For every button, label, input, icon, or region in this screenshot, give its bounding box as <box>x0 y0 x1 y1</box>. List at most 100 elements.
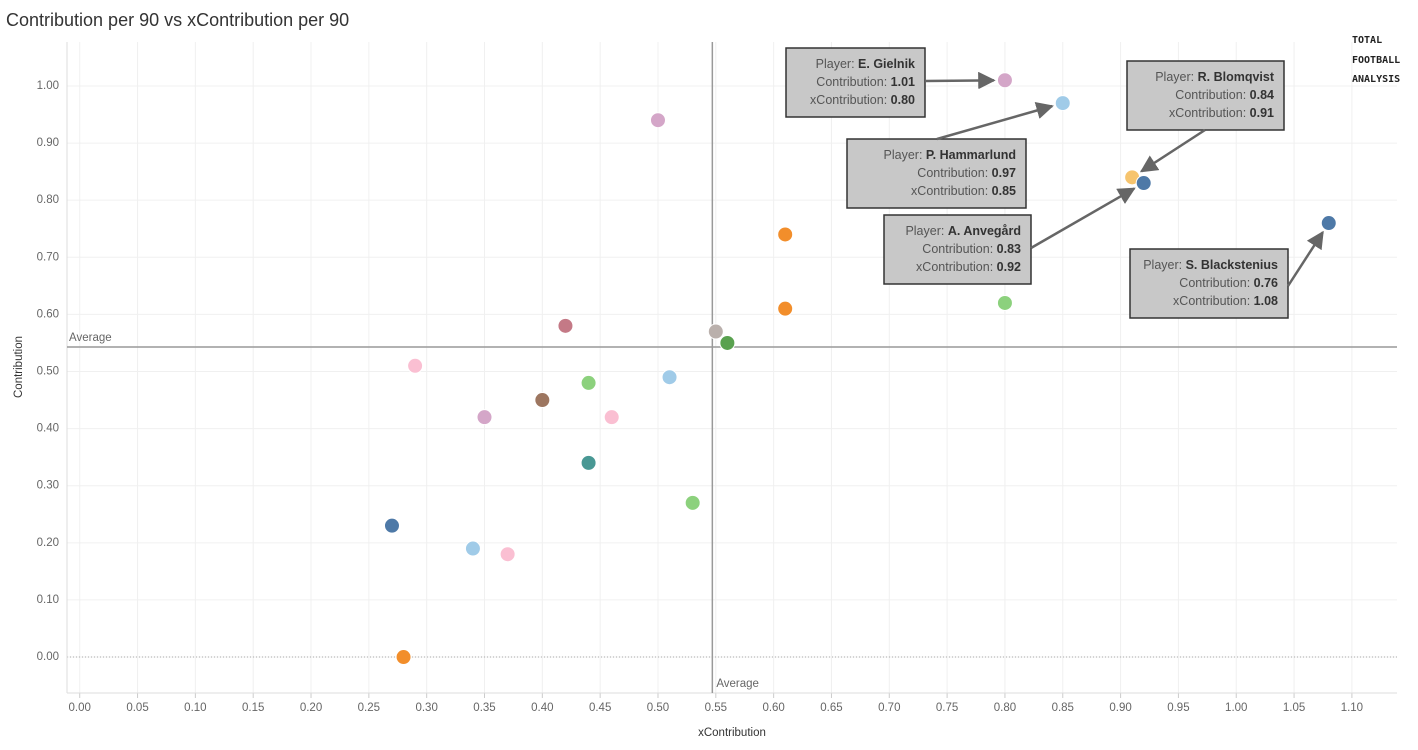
x-tick-label: 0.05 <box>126 702 148 714</box>
x-tick-label: 0.20 <box>300 702 322 714</box>
annotation-value: A. Anvegård <box>948 224 1021 238</box>
annotation-key: Contribution: <box>917 166 988 180</box>
x-tick-label: 0.80 <box>994 702 1016 714</box>
annotation-line: xContribution: 1.08 <box>1173 294 1278 308</box>
annotation: Player: E. Gielnik Contribution: 1.01 xCon… <box>785 47 996 118</box>
x-tick-label: 0.85 <box>1052 702 1074 714</box>
point <box>395 649 412 666</box>
point <box>996 72 1013 89</box>
y-tick-label: 0.40 <box>37 423 59 435</box>
point <box>1320 215 1337 232</box>
annotation-box <box>785 47 926 118</box>
annotation-value: E. Gielnik <box>858 57 915 71</box>
annotation-value: 0.97 <box>992 166 1016 180</box>
annotation-key: Player: <box>884 148 923 162</box>
x-tick-label: 0.10 <box>184 702 206 714</box>
logo-text: TOTAL <box>1352 35 1382 46</box>
y-tick-label: 0.30 <box>37 480 59 492</box>
annotation-value: 1.01 <box>891 75 915 89</box>
x-axis-label: xContribution <box>698 727 766 739</box>
y-tick-label: 0.80 <box>37 194 59 206</box>
x-tick-label: 0.90 <box>1109 702 1131 714</box>
point <box>407 357 424 374</box>
annotation-value: 0.92 <box>997 260 1021 274</box>
annotation-line: Contribution: 0.76 <box>1179 276 1278 290</box>
point <box>1054 95 1071 112</box>
annotation-line: Player: A. Anvegård <box>905 224 1021 238</box>
annotation-key: Player: <box>816 57 855 71</box>
annotation-value: S. Blackstenius <box>1186 258 1278 272</box>
point <box>603 409 620 426</box>
point <box>649 112 666 129</box>
point <box>996 294 1013 311</box>
point <box>777 300 794 317</box>
point <box>707 323 724 340</box>
annotation-key: xContribution: <box>1173 294 1250 308</box>
y-tick-label: 0.70 <box>37 251 59 263</box>
annotation-key: Contribution: <box>1175 88 1246 102</box>
annotation-value: R. Blomqvist <box>1198 70 1275 84</box>
point <box>534 392 551 409</box>
annotation-line: xContribution: 0.85 <box>911 184 1016 198</box>
annotation: Player: S. Blackstenius Contribution: 0.7… <box>1129 230 1324 319</box>
point <box>684 494 701 511</box>
y-tick-label: 0.90 <box>37 137 59 149</box>
annotation-line: Contribution: 0.84 <box>1175 88 1274 102</box>
x-tick-label: 0.30 <box>415 702 437 714</box>
x-tick-label: 0.00 <box>69 702 91 714</box>
x-tick-label: 0.15 <box>242 702 264 714</box>
annotation-line: xContribution: 0.92 <box>916 260 1021 274</box>
point <box>719 334 736 351</box>
annotation-key: Player: <box>1143 258 1182 272</box>
point <box>580 374 597 391</box>
chart-title: Contribution per 90 vs xContribution per… <box>6 10 349 30</box>
annotation-line: Contribution: 0.97 <box>917 166 1016 180</box>
annotation-key: Contribution: <box>922 242 993 256</box>
annotation-key: Player: <box>1155 70 1194 84</box>
x-tick-label: 1.05 <box>1283 702 1305 714</box>
annotation-line: Contribution: 1.01 <box>816 75 915 89</box>
annotation-value: 1.08 <box>1254 294 1278 308</box>
x-tick-label: 1.10 <box>1341 702 1363 714</box>
annotation-line: Player: E. Gielnik <box>816 57 915 71</box>
point <box>661 369 678 386</box>
point <box>499 546 516 563</box>
annotation-arrow <box>1139 128 1206 173</box>
annotation: Player: A. Anvegård Contribution: 0.83 xCo… <box>883 187 1136 285</box>
annotation-arrow <box>1286 230 1324 287</box>
x-tick-label: 0.45 <box>589 702 611 714</box>
y-axis-label: Contribution <box>13 336 25 398</box>
y-tick-label: 0.50 <box>37 366 59 378</box>
annotation-key: xContribution: <box>916 260 993 274</box>
x-tick-label: 0.95 <box>1167 702 1189 714</box>
y-tick-label: 0.10 <box>37 594 59 606</box>
annotation-line: Contribution: 0.83 <box>922 242 1021 256</box>
x-tick-label: 0.35 <box>473 702 495 714</box>
x-tick-label: 0.55 <box>705 702 727 714</box>
x-tick-label: 0.75 <box>936 702 958 714</box>
y-tick-label: 1.00 <box>37 80 59 92</box>
annotation-value: 0.91 <box>1250 106 1274 120</box>
x-tick-label: 0.25 <box>358 702 380 714</box>
annotation: Player: P. Hammarlund Contribution: 0.97 x… <box>846 102 1054 209</box>
point <box>580 454 597 471</box>
annotation-line: Player: P. Hammarlund <box>884 148 1016 162</box>
annotation-value: 0.84 <box>1250 88 1274 102</box>
point <box>1135 175 1152 192</box>
annotation-line: xContribution: 0.80 <box>810 93 915 107</box>
annotation-key: Contribution: <box>816 75 887 89</box>
annotation-box <box>1126 60 1285 131</box>
logo-text: FOOTBALL <box>1352 55 1400 66</box>
x-tick-label: 1.00 <box>1225 702 1247 714</box>
y-tick-label: 0.20 <box>37 537 59 549</box>
annotation-key: xContribution: <box>911 184 988 198</box>
annotation-line: Player: R. Blomqvist <box>1155 70 1275 84</box>
annotation-value: P. Hammarlund <box>926 148 1016 162</box>
point <box>383 517 400 534</box>
logo-text: ANALYSIS <box>1352 74 1400 85</box>
annotation-key: Contribution: <box>1179 276 1250 290</box>
point <box>557 317 574 334</box>
y-tick-label: 0.60 <box>37 308 59 320</box>
annotation: Player: R. Blomqvist Contribution: 0.84 xC… <box>1126 60 1285 173</box>
